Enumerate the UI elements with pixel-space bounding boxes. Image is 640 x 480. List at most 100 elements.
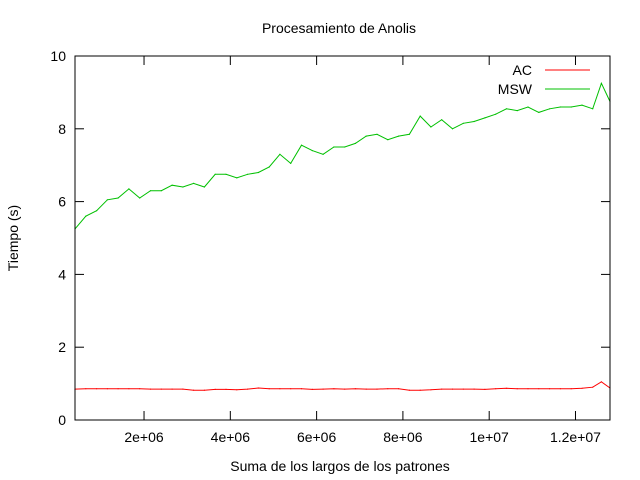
data-point [279,153,281,155]
y-tick-label: 2 [58,339,66,355]
data-point [354,142,356,144]
series-msw [74,81,611,230]
data-point [225,173,227,175]
data-point [462,388,464,390]
data-point [344,146,346,148]
data-point [527,106,529,108]
legend-label-ac: AC [513,62,532,78]
data-point [354,388,356,390]
data-point [451,128,454,130]
data-point [247,173,249,175]
data-point [311,388,313,390]
y-axis-label: Tiempo (s) [5,205,21,271]
series-line-ac [74,381,611,391]
data-point [182,388,184,390]
data-point [473,388,475,390]
data-point [441,119,443,121]
data-point [106,199,108,201]
data-point [128,388,130,390]
data-point [495,113,497,115]
data-point [430,126,432,128]
data-point [398,135,400,137]
data-point [387,139,389,141]
data-point [171,388,173,390]
data-point [149,190,152,192]
data-point [538,388,540,390]
data-point [505,108,508,110]
data-point [149,388,152,390]
data-point [527,388,529,390]
y-tick-label: 0 [58,412,66,428]
data-point [430,389,432,391]
data-point [203,186,205,188]
data-point [117,388,119,390]
x-axis-label: Suma de los largos de los patrones [230,458,449,474]
data-point [376,133,378,135]
data-point [570,388,572,390]
data-point [473,120,475,123]
x-tick-label: 8e+06 [383,429,423,445]
data-point [559,106,562,108]
data-point [495,388,497,390]
data-point [398,388,400,390]
data-point [85,215,87,217]
data-point [419,389,421,391]
data-point [419,115,421,117]
data-point [559,388,562,390]
data-point [300,388,303,390]
data-point [484,388,486,390]
data-point [408,133,410,135]
data-point [505,387,508,389]
data-point [538,111,540,113]
data-point [600,381,603,383]
x-tick-label: 6e+06 [297,429,337,445]
data-point [365,135,367,137]
data-point [257,171,259,174]
ticks-layer: 0 2 4 6 8 10 2e+06 4e+06 6e+06 8e+06 1e+07 1.2e+07 [50,48,610,445]
data-point [128,188,130,190]
y-tick-label: 4 [58,266,66,282]
data-point [376,388,378,390]
data-point [311,150,313,152]
data-point [139,388,141,390]
data-point [257,387,259,389]
data-point [451,388,454,390]
data-point [570,106,572,108]
data-point [581,387,583,389]
x-tick-label: 2e+06 [124,429,164,445]
y-tick-label: 6 [58,194,66,210]
data-point [236,177,238,179]
data-point [592,386,594,388]
data-point [160,190,162,192]
data-point [441,388,443,390]
data-point [484,117,486,119]
data-point [160,388,162,390]
data-point [279,388,281,390]
data-point [193,389,195,391]
data-point [268,388,270,390]
data-point [117,197,119,199]
plot-frame [74,55,611,421]
data-point [290,162,292,164]
series-layer [74,81,611,391]
x-tick-label: 1e+07 [470,429,510,445]
data-point [193,182,195,184]
data-point [549,108,551,110]
series-line-msw [74,81,611,230]
data-point [549,388,551,390]
data-point [96,388,98,390]
y-tick-label: 8 [58,121,66,137]
y-tick-label: 10 [50,48,66,64]
data-point [333,388,335,390]
legend-label-msw: MSW [498,81,533,97]
data-point [516,388,518,390]
legend: AC MSW [498,62,590,97]
data-point [139,197,141,199]
data-point [333,146,335,148]
data-point [247,388,249,390]
data-point [300,144,303,146]
data-point [365,388,367,390]
data-point [171,184,173,186]
